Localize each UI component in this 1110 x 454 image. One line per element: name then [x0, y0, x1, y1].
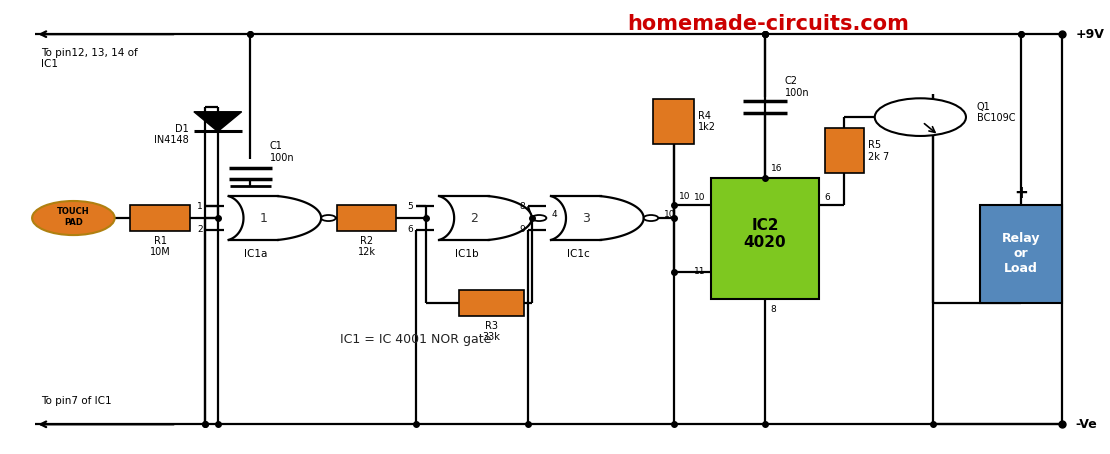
- Bar: [980, 205, 1061, 303]
- Text: C2
100n: C2 100n: [785, 76, 809, 98]
- Text: TOUCH
PAD: TOUCH PAD: [57, 207, 90, 227]
- Text: 3: 3: [341, 210, 346, 219]
- Circle shape: [532, 215, 546, 221]
- Text: 4: 4: [552, 210, 557, 219]
- Text: 3: 3: [583, 212, 591, 225]
- Text: Q1
BC109C: Q1 BC109C: [977, 102, 1016, 123]
- Text: R2
12k: R2 12k: [357, 236, 375, 257]
- Text: 9: 9: [519, 225, 525, 234]
- Text: D1
IN4148: D1 IN4148: [153, 124, 189, 145]
- Bar: [336, 205, 396, 231]
- Text: 8: 8: [519, 202, 525, 211]
- Text: R4
1k2: R4 1k2: [698, 111, 716, 133]
- Polygon shape: [552, 196, 644, 240]
- Text: Relay
or
Load: Relay or Load: [1001, 232, 1040, 276]
- Text: 1: 1: [198, 202, 203, 211]
- Bar: [825, 128, 864, 173]
- Text: 16: 16: [770, 164, 783, 173]
- Circle shape: [321, 215, 335, 221]
- Bar: [130, 205, 190, 231]
- Text: IC1 = IC 4001 NOR gate: IC1 = IC 4001 NOR gate: [340, 333, 491, 345]
- Text: 5: 5: [407, 202, 414, 211]
- Text: +: +: [1013, 184, 1028, 202]
- Circle shape: [875, 99, 966, 136]
- Text: 10: 10: [694, 193, 705, 202]
- Polygon shape: [440, 196, 532, 240]
- Text: R3
33k: R3 33k: [483, 321, 501, 342]
- Text: To pin7 of IC1: To pin7 of IC1: [41, 396, 111, 406]
- Polygon shape: [229, 196, 321, 240]
- Text: To pin12, 13, 14 of
IC1: To pin12, 13, 14 of IC1: [41, 48, 138, 69]
- Text: 2: 2: [198, 225, 203, 234]
- Text: 6: 6: [825, 193, 830, 202]
- Text: 8: 8: [770, 306, 776, 315]
- Text: -Ve: -Ve: [1076, 418, 1098, 431]
- Text: IC1b: IC1b: [455, 248, 478, 258]
- Text: IC1c: IC1c: [567, 248, 589, 258]
- Text: R5
2k 7: R5 2k 7: [868, 140, 889, 162]
- Text: C1
100n: C1 100n: [270, 142, 294, 163]
- Circle shape: [644, 215, 658, 221]
- Polygon shape: [194, 112, 242, 132]
- Text: 10: 10: [679, 192, 690, 201]
- Text: 10: 10: [664, 210, 675, 219]
- Bar: [653, 99, 695, 144]
- Text: 6: 6: [407, 225, 414, 234]
- Text: +9V: +9V: [1076, 28, 1104, 41]
- Text: R1
10M: R1 10M: [150, 236, 171, 257]
- Circle shape: [32, 201, 114, 235]
- Text: IC2
4020: IC2 4020: [744, 217, 786, 250]
- Bar: [458, 290, 524, 316]
- Text: 2: 2: [471, 212, 478, 225]
- Text: homemade-circuits.com: homemade-circuits.com: [627, 14, 909, 34]
- Text: 11: 11: [694, 267, 705, 276]
- Bar: [710, 178, 819, 299]
- Text: IC1a: IC1a: [244, 248, 268, 258]
- Text: 1: 1: [260, 212, 268, 225]
